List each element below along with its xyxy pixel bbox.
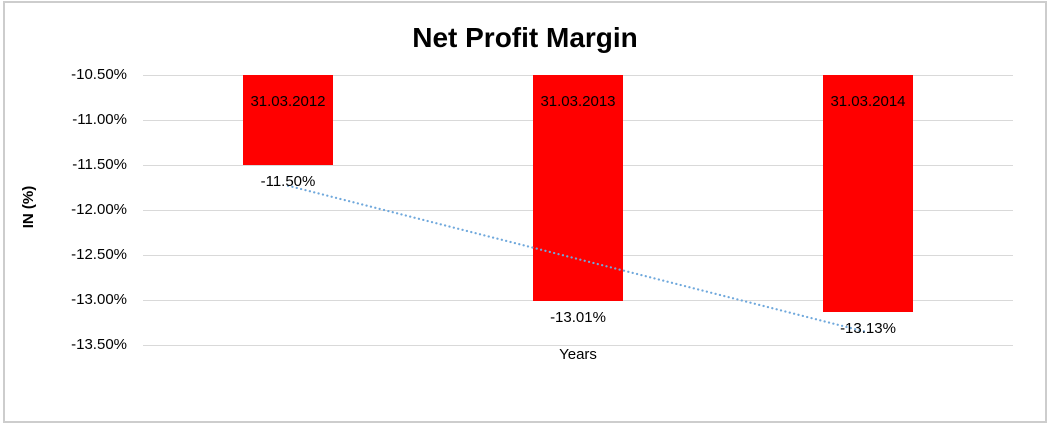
y-tick-label: -13.50%	[71, 336, 127, 353]
data-label: -13.13%	[840, 319, 896, 337]
category-label: 31.03.2013	[540, 93, 616, 110]
y-tick-label: -12.50%	[71, 246, 127, 263]
bar	[243, 75, 333, 165]
y-tick-label: -12.00%	[71, 201, 127, 218]
category-label: 31.03.2014	[830, 93, 906, 110]
y-tick-label: -11.50%	[72, 156, 127, 173]
y-tick-label: -11.00%	[72, 111, 127, 128]
y-tick-label: -13.00%	[71, 291, 127, 308]
data-label: -13.01%	[550, 308, 606, 326]
data-label: -11.50%	[260, 173, 316, 190]
x-axis-title: Years	[559, 346, 597, 363]
y-tick-label: -10.50%	[71, 66, 127, 83]
y-axis-title: IN (%)	[20, 185, 37, 229]
category-label: 31.03.2012	[250, 93, 326, 110]
gridline	[143, 344, 1013, 346]
chart-title: Net Profit Margin	[412, 22, 638, 53]
